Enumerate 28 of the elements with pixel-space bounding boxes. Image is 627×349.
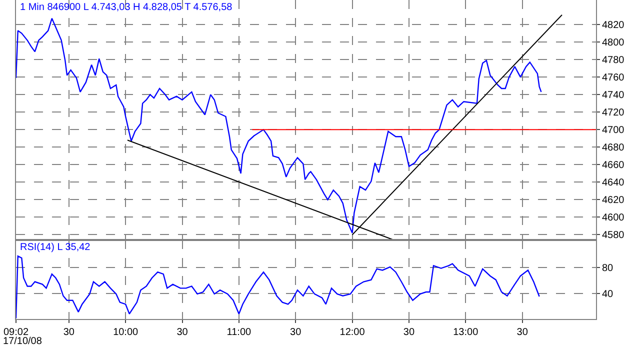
y-tick-label: 4720 [602, 108, 625, 119]
y-tick-label: 4620 [602, 195, 625, 206]
y-tick-label: 4660 [602, 160, 625, 172]
x-tick-label: 30 [290, 327, 302, 338]
y-tick-label: 4820 [602, 20, 625, 32]
x-tick-label: 30 [176, 327, 188, 338]
x-tick-label: 30 [516, 327, 528, 338]
x-tick-label: 13:00 [453, 327, 479, 338]
y-tick-label: 4600 [602, 212, 625, 224]
y-tick-label: 80 [602, 263, 614, 274]
y-tick-label: 4580 [602, 230, 625, 242]
y-tick-label: 4680 [602, 142, 625, 154]
x-tick-label: 11:00 [226, 327, 252, 338]
y-tick-label: 40 [602, 288, 614, 300]
x-tick-label: 09:02 [3, 327, 29, 338]
y-tick-label: 4700 [602, 125, 625, 136]
x-tick-label: 30 [63, 327, 75, 338]
y-tick-label: 4760 [602, 72, 625, 84]
x-tick-label: 12:00 [340, 327, 366, 338]
y-tick-label: 4640 [602, 178, 625, 189]
x-tick-label: 30 [403, 327, 415, 338]
chart-title: RSI(14) L 35,42 [20, 242, 91, 253]
y-tick-label: 4740 [602, 90, 625, 102]
text: 17/10/08 [3, 336, 42, 347]
x-tick-label: 10:00 [113, 327, 139, 338]
y-tick-label: 4800 [602, 38, 625, 49]
y-tick-label: 4780 [602, 55, 625, 66]
chart-title: 1 Min 846900 L 4.743,03 H 4.828,05 T 4.576,58 [20, 2, 233, 13]
